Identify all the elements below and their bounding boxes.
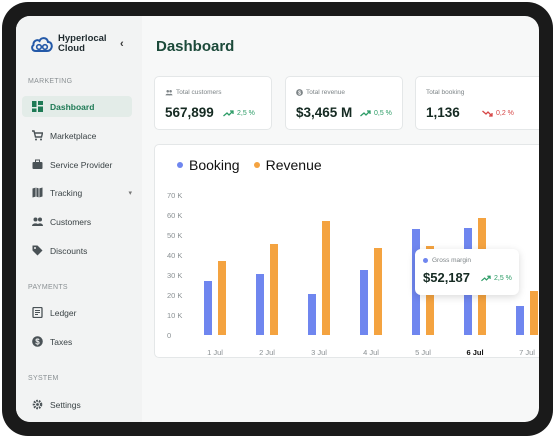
stat-trend: 0,5 % xyxy=(374,110,392,117)
sidebar-item-label: Customers xyxy=(50,216,92,227)
y-tick-label: 0 xyxy=(167,331,171,340)
trend-down-icon xyxy=(482,110,493,117)
sidebar-item-label: Dashboard xyxy=(50,101,95,112)
legend-swatch xyxy=(177,162,183,168)
stat-label: Total customers xyxy=(176,89,222,96)
bar-booking-3-jul[interactable] xyxy=(308,294,316,335)
stat-trend: 0,2 % xyxy=(496,110,514,117)
y-tick-label: 60 K xyxy=(167,211,182,220)
y-tick-label: 30 K xyxy=(167,271,182,280)
y-tick-label: 20 K xyxy=(167,291,182,300)
bar-chart-card: Booking Revenue 0 10 K 20 K 30 K 40 K 50 K 60 … xyxy=(154,144,539,358)
legend-item-booking[interactable]: Booking xyxy=(177,157,240,173)
stat-value: 567,899 xyxy=(165,105,214,120)
grid-icon xyxy=(32,101,43,112)
stat-label: Total booking xyxy=(426,89,465,96)
legend-swatch xyxy=(253,162,260,168)
stat-card-customers[interactable]: Total customers 567,899 2,5 % xyxy=(154,76,272,130)
brand-name: Hyperlocal Cloud xyxy=(58,33,107,54)
sidebar-item-taxes[interactable]: $ Taxes xyxy=(22,331,132,352)
ledger-icon xyxy=(32,307,43,318)
gear-icon xyxy=(32,399,43,410)
sidebar-item-dashboard[interactable]: Dashboard xyxy=(22,96,132,117)
brand[interactable]: Hyperlocal Cloud xyxy=(30,34,114,54)
briefcase-icon xyxy=(32,159,43,169)
legend-label: Revenue xyxy=(265,157,322,173)
sidebar-item-tracking[interactable]: Tracking ▾ xyxy=(22,182,132,203)
sidebar-item-settings[interactable]: Settings xyxy=(22,394,132,415)
stat-value: 1,136 xyxy=(426,105,460,120)
map-icon xyxy=(32,187,43,198)
y-tick-label: 40 K xyxy=(167,251,182,260)
legend-label: Booking xyxy=(189,157,240,173)
legend-item-revenue[interactable]: Revenue xyxy=(253,157,322,173)
sidebar: Hyperlocal Cloud ‹ MARKETING Dashboard M… xyxy=(16,16,142,422)
users-icon xyxy=(165,89,173,96)
bar-booking-7-jul[interactable] xyxy=(516,306,524,335)
x-tick-label: 3 Jul xyxy=(311,348,327,357)
sidebar-item-label: Marketplace xyxy=(50,130,97,141)
svg-text:$: $ xyxy=(298,90,301,96)
users-icon xyxy=(32,217,43,226)
sidebar-item-label: Settings xyxy=(50,399,81,410)
tooltip-value: $52,187 xyxy=(423,270,470,285)
stat-card-revenue[interactable]: $ Total revenue $3,465 M 0,5 % xyxy=(285,76,403,130)
tooltip-trend: 2,5 % xyxy=(494,275,512,282)
stat-card-booking[interactable]: Total booking 1,136 0,2 % xyxy=(415,76,539,130)
dollar-icon: $ xyxy=(32,336,43,347)
sidebar-item-marketplace[interactable]: Marketplace xyxy=(22,125,132,146)
section-system: SYSTEM xyxy=(28,375,59,382)
sidebar-item-service-provider[interactable]: Service Provider xyxy=(22,154,132,175)
stat-value: $3,465 M xyxy=(296,105,353,120)
sidebar-item-label: Discounts xyxy=(50,245,88,256)
stat-label: Total revenue xyxy=(306,89,346,96)
cloud-logo-icon xyxy=(31,37,53,52)
bar-booking-1-jul[interactable] xyxy=(204,281,212,335)
chart-legend: Booking Revenue xyxy=(177,157,336,173)
stat-trend: 2,5 % xyxy=(237,110,255,117)
trend-up-icon xyxy=(223,110,234,117)
bar-booking-2-jul[interactable] xyxy=(256,274,264,335)
x-tick-label: 6 Jul xyxy=(466,348,483,357)
bar-booking-4-jul[interactable] xyxy=(360,270,368,335)
chart-tooltip: Gross margin $52,187 2,5 % xyxy=(415,249,519,295)
sidebar-item-label: Tracking xyxy=(50,187,83,198)
section-marketing: MARKETING xyxy=(28,78,73,85)
sidebar-item-ledger[interactable]: Ledger xyxy=(22,302,132,323)
bar-revenue-1-jul[interactable] xyxy=(218,261,226,335)
tag-icon xyxy=(32,245,43,256)
y-tick-label: 10 K xyxy=(167,311,182,320)
y-tick-label: 50 K xyxy=(167,231,182,240)
y-tick-label: 70 K xyxy=(167,191,182,200)
chevron-down-icon[interactable]: ▾ xyxy=(128,189,132,197)
x-tick-label: 1 Jul xyxy=(207,348,223,357)
x-tick-label: 2 Jul xyxy=(259,348,275,357)
tooltip-dot xyxy=(423,258,428,263)
tooltip-label: Gross margin xyxy=(432,257,472,264)
screen: Hyperlocal Cloud ‹ MARKETING Dashboard M… xyxy=(16,16,539,422)
x-tick-label: 7 Jul xyxy=(519,348,535,357)
sidebar-item-discounts[interactable]: Discounts xyxy=(22,240,132,261)
bar-revenue-2-jul[interactable] xyxy=(270,244,278,335)
sidebar-item-label: Ledger xyxy=(50,307,77,318)
coin-icon: $ xyxy=(296,89,303,96)
sidebar-item-label: Service Provider xyxy=(50,159,113,170)
main-content: Dashboard Total customers 567,899 2,5 % … xyxy=(142,16,539,422)
chevron-left-icon[interactable]: ‹ xyxy=(120,38,124,50)
section-payments: PAYMENTS xyxy=(28,284,68,291)
bar-revenue-7-jul[interactable] xyxy=(530,291,538,335)
bar-revenue-4-jul[interactable] xyxy=(374,248,382,335)
page-title: Dashboard xyxy=(156,38,235,55)
x-tick-label: 5 Jul xyxy=(415,348,431,357)
sidebar-item-label: Taxes xyxy=(50,336,73,347)
cart-icon xyxy=(32,130,43,141)
trend-up-icon xyxy=(360,110,371,117)
svg-text:$: $ xyxy=(35,337,40,346)
trend-up-icon xyxy=(481,275,491,282)
bar-revenue-3-jul[interactable] xyxy=(322,221,330,335)
sidebar-item-customers[interactable]: Customers xyxy=(22,211,132,232)
x-tick-label: 4 Jul xyxy=(363,348,379,357)
